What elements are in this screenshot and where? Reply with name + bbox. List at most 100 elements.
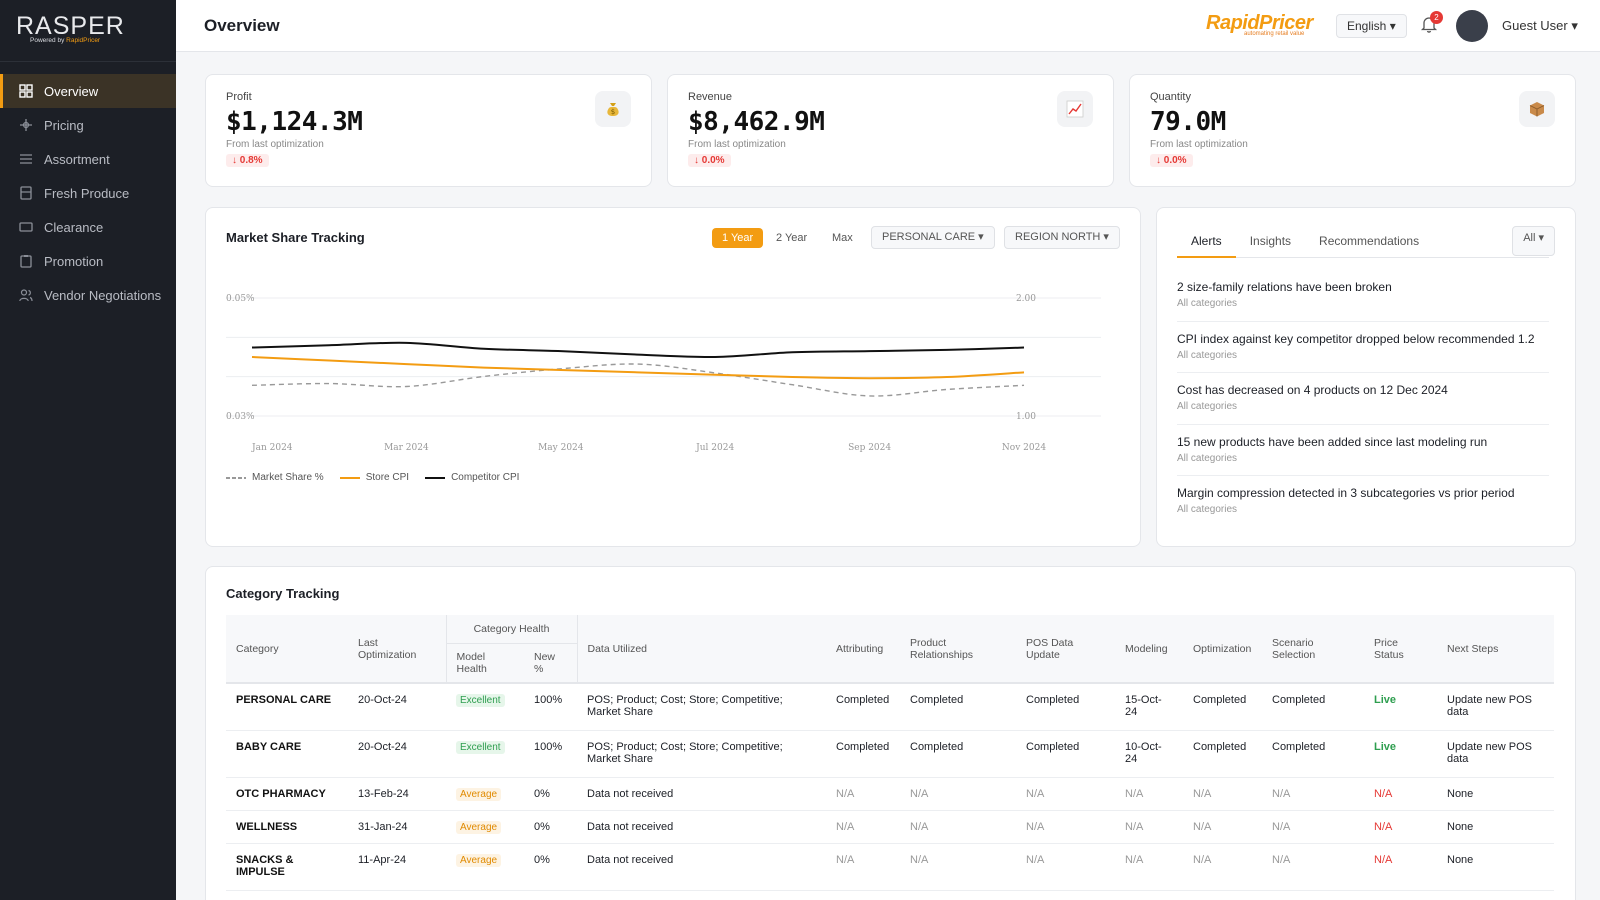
sidebar-item-promotion[interactable]: Promotion bbox=[0, 244, 176, 278]
category-filter-dropdown[interactable]: PERSONAL CARE ▾ bbox=[871, 226, 995, 249]
alert-text: Margin compression detected in 3 subcate… bbox=[1177, 486, 1515, 500]
cell-product-relationships: N/A bbox=[900, 777, 1016, 811]
cell-last-optimization: 13-Feb-24 bbox=[348, 777, 446, 811]
clearance-icon bbox=[18, 219, 34, 235]
list-item[interactable]: Margin compression detected in 3 subcate… bbox=[1177, 476, 1549, 528]
alerts-list: 2 size-family relations have been broken… bbox=[1177, 270, 1549, 528]
right-axis-tick-label: 1.00 bbox=[1016, 412, 1036, 422]
kpi-delta: ↓ 0.0% bbox=[688, 154, 731, 167]
sidebar-item-vendor-negotiations[interactable]: Vendor Negotiations bbox=[0, 278, 176, 312]
col-product-relationships[interactable]: Product Relationships bbox=[900, 615, 1016, 683]
sidebar-item-assortment[interactable]: Assortment bbox=[0, 142, 176, 176]
series-line-market-share bbox=[251, 363, 1025, 397]
clipboard-icon bbox=[18, 253, 34, 269]
col-last-optimization[interactable]: Last Optimization bbox=[348, 615, 446, 683]
language-select[interactable]: English ▾ bbox=[1336, 14, 1407, 38]
kpi-delta: ↓ 0.8% bbox=[226, 154, 269, 167]
cell-scenario-selection: Completed bbox=[1262, 730, 1364, 778]
cell-next-steps: None bbox=[1437, 810, 1554, 844]
range-max-button[interactable]: Max bbox=[832, 232, 853, 244]
cell-new-pct: 0% bbox=[524, 810, 577, 844]
sidebar-item-label: Assortment bbox=[44, 151, 110, 167]
cell-data-utilized: Data not received bbox=[577, 843, 826, 891]
x-axis-tick-label: May 2024 bbox=[538, 443, 584, 453]
cell-data-utilized: Data not received bbox=[577, 810, 826, 844]
kpi-subtitle: From last optimization bbox=[688, 139, 786, 150]
chart-legend: Market Share % Store CPI Competitor CPI bbox=[226, 472, 519, 483]
cell-new-pct: 100% bbox=[524, 730, 577, 778]
health-badge: Excellent bbox=[456, 740, 505, 754]
alert-text: 2 size-family relations have been broken bbox=[1177, 280, 1392, 294]
cell-price-status: Live bbox=[1364, 730, 1437, 778]
table-row[interactable]: BABY CARE 20-Oct-24 Excellent 100% POS; Prod… bbox=[226, 730, 1554, 778]
col-next-steps[interactable]: Next Steps bbox=[1437, 615, 1554, 683]
sidebar-item-pricing[interactable]: Pricing bbox=[0, 108, 176, 142]
list-item[interactable]: CPI index against key competitor dropped… bbox=[1177, 322, 1549, 373]
sidebar-nav: Overview Pricing Assortment Fresh Produc… bbox=[0, 74, 176, 312]
logo-sub-brand: RapidPricer bbox=[66, 37, 101, 44]
cell-new-pct: 100% bbox=[524, 683, 577, 731]
x-axis-tick-label: Sep 2024 bbox=[848, 443, 891, 453]
series-line-store-cpi bbox=[251, 356, 1025, 380]
left-axis-tick-label: 0.03% bbox=[226, 412, 255, 422]
avatar[interactable] bbox=[1456, 10, 1488, 42]
alert-category: All categories bbox=[1177, 298, 1238, 309]
sidebar-item-overview[interactable]: Overview bbox=[0, 74, 176, 108]
col-model-health[interactable]: Model Health bbox=[445, 643, 524, 683]
cell-data-utilized: POS; Product; Cost; Store; Competitive; … bbox=[577, 683, 826, 731]
alerts-card: Alerts Insights Recommendations All ▾ 2 … bbox=[1156, 207, 1576, 547]
col-new-pct[interactable]: New % bbox=[524, 643, 578, 683]
col-data-utilized[interactable]: Data Utilized bbox=[577, 615, 826, 683]
tab-recommendations[interactable]: Recommendations bbox=[1319, 234, 1420, 248]
cell-pos-data-update: N/A bbox=[1016, 810, 1115, 844]
health-badge: Average bbox=[456, 787, 502, 801]
app-logo[interactable]: RASPER Powered by RapidPricer bbox=[0, 0, 176, 62]
tab-alerts[interactable]: Alerts bbox=[1177, 228, 1236, 258]
cell-model-health: Average bbox=[446, 843, 524, 891]
region-filter-dropdown[interactable]: REGION NORTH ▾ bbox=[1004, 226, 1120, 249]
legend-swatch bbox=[339, 476, 360, 479]
legend-label: Market Share % bbox=[252, 472, 324, 483]
tab-insights[interactable]: Insights bbox=[1249, 234, 1292, 248]
range-2-year-button[interactable]: 2 Year bbox=[776, 232, 808, 244]
col-price-status[interactable]: Price Status bbox=[1364, 615, 1437, 683]
alert-text: 15 new products have been added since la… bbox=[1177, 434, 1488, 449]
cell-category: PERSONAL CARE bbox=[226, 683, 348, 731]
table-row[interactable]: WELLNESS 31-Jan-24 Average 0% Data not recei… bbox=[226, 810, 1554, 844]
brand-wordmark: RapidPricer bbox=[1206, 12, 1313, 34]
cell-price-status: Live bbox=[1364, 683, 1437, 731]
user-menu[interactable]: Guest User ▾ bbox=[1502, 18, 1578, 33]
col-modeling[interactable]: Modeling bbox=[1115, 615, 1183, 683]
kpi-card-profit: Profit $1,124.3M From last optimization … bbox=[205, 74, 652, 187]
col-attributing[interactable]: Attributing bbox=[826, 615, 900, 683]
kpi-subtitle: From last optimization bbox=[226, 139, 324, 150]
table-row[interactable]: PERSONAL CARE 20-Oct-24 Excellent 100% POS; … bbox=[226, 683, 1554, 731]
table-row[interactable]: OTC PHARMACY 13-Feb-24 Average 0% Data not r… bbox=[226, 777, 1554, 811]
logo-wordmark: RASPER bbox=[16, 12, 125, 40]
cell-data-utilized: Data not received bbox=[577, 777, 826, 811]
col-scenario-selection[interactable]: Scenario Selection bbox=[1262, 615, 1364, 683]
kpi-label: Revenue bbox=[688, 91, 733, 103]
list-item[interactable]: 15 new products have been added since la… bbox=[1177, 425, 1549, 476]
list-item[interactable]: Cost has decreased on 4 products on 12 D… bbox=[1177, 373, 1549, 425]
sidebar-item-fresh-produce[interactable]: Fresh Produce bbox=[0, 176, 176, 210]
top-header: Overview RapidPricer automating retail v… bbox=[176, 0, 1600, 52]
alerts-filter-dropdown[interactable]: All ▾ bbox=[1512, 226, 1555, 256]
list-item[interactable]: 2 size-family relations have been broken… bbox=[1177, 270, 1549, 322]
col-pos-data-update[interactable]: POS Data Update bbox=[1016, 615, 1115, 683]
category-table: Category Last Optimization Category Heal… bbox=[226, 615, 1554, 891]
range-1-year-button[interactable]: 1 Year bbox=[712, 228, 764, 248]
kpi-value: 79.0M bbox=[1150, 107, 1226, 137]
col-optimization[interactable]: Optimization bbox=[1183, 615, 1262, 683]
logo-subtitle: Powered by RapidPricer bbox=[30, 37, 176, 44]
cell-category: WELLNESS bbox=[226, 810, 348, 844]
category-table-body: PERSONAL CARE 20-Oct-24 Excellent 100% POS; … bbox=[226, 683, 1554, 891]
cell-product-relationships: Completed bbox=[900, 683, 1016, 731]
sidebar-item-label: Overview bbox=[44, 83, 99, 99]
col-category[interactable]: Category bbox=[226, 615, 348, 683]
sidebar-item-clearance[interactable]: Clearance bbox=[0, 210, 176, 244]
cell-optimization: N/A bbox=[1183, 810, 1262, 844]
left-axis-tick-label: 0.05% bbox=[226, 294, 255, 304]
table-row[interactable]: SNACKS & IMPULSE 11-Apr-24 Average 0% Data n… bbox=[226, 843, 1554, 891]
cell-attributing: N/A bbox=[826, 843, 900, 891]
